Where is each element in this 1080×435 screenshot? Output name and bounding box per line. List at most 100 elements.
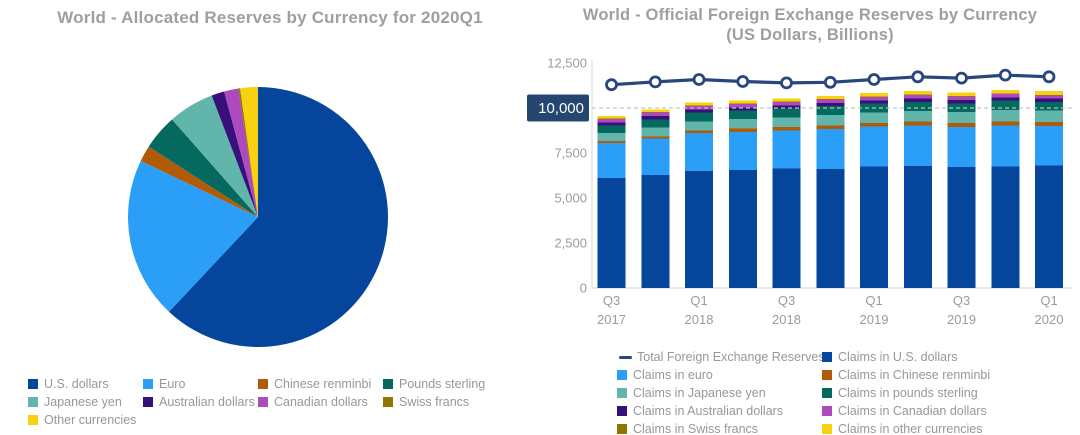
bar-segment-claims-in-u-s-dollars[interactable] (947, 166, 976, 288)
bar-segment-claims-in-euro[interactable] (947, 127, 976, 167)
bar-segment-claims-in-australian-dollars[interactable] (728, 107, 757, 111)
bar-segment-claims-in-canadian-dollars[interactable] (772, 101, 801, 106)
bar-segment-claims-in-japanese-yen[interactable] (1035, 110, 1063, 123)
total-reserves-marker-2020-q1[interactable] (1042, 70, 1056, 84)
bar-segment-claims-in-australian-dollars[interactable] (947, 99, 976, 104)
bar-segment-claims-in-japanese-yen[interactable] (991, 109, 1020, 122)
bar-segment-claims-in-euro[interactable] (816, 128, 845, 169)
legend-item-claims-in-swiss-francs[interactable]: Claims in Swiss francs (617, 422, 822, 435)
bar-segment-claims-in-canadian-dollars[interactable] (991, 93, 1020, 98)
bar-segment-claims-in-u-s-dollars[interactable] (641, 174, 670, 288)
pie-slice-chinese-renminbi[interactable] (140, 146, 258, 217)
bar-segment-claims-in-chinese-renminbi[interactable] (860, 122, 888, 127)
legend-item-canadian-dollars[interactable]: Canadian dollars (258, 395, 383, 409)
bar-segment-claims-in-euro[interactable] (597, 142, 626, 178)
bar-segment-claims-in-other-currencies[interactable] (1035, 91, 1063, 95)
legend-item-euro[interactable]: Euro (143, 377, 258, 391)
bar-segment-claims-in-pounds-sterling[interactable] (728, 110, 757, 119)
total-reserves-marker-2018-q1[interactable] (692, 73, 706, 86)
bar-segment-claims-in-pounds-sterling[interactable] (641, 119, 670, 128)
bar-segment-claims-in-australian-dollars[interactable] (597, 122, 626, 126)
bar-segment-claims-in-chinese-renminbi[interactable] (772, 126, 801, 131)
bar-segment-claims-in-other-currencies[interactable] (641, 109, 670, 113)
bar-segment-claims-in-canadian-dollars[interactable] (597, 118, 626, 123)
bar-segment-claims-in-other-currencies[interactable] (947, 92, 976, 97)
bar-segment-claims-in-japanese-yen[interactable] (860, 112, 888, 123)
bar-segment-claims-in-pounds-sterling[interactable] (947, 103, 976, 113)
legend-item-claims-in-pounds-sterling[interactable]: Claims in pounds sterling (822, 386, 990, 400)
bar-segment-claims-in-pounds-sterling[interactable] (685, 112, 713, 122)
pie-slice-pounds-sterling[interactable] (148, 119, 258, 217)
bar-segment-claims-in-chinese-renminbi[interactable] (903, 121, 932, 126)
bar-segment-claims-in-other-currencies[interactable] (860, 93, 888, 97)
total-reserves-marker-2019-q3[interactable] (955, 71, 968, 85)
bar-segment-claims-in-canadian-dollars[interactable] (728, 103, 757, 108)
bar-segment-claims-in-australian-dollars[interactable] (991, 97, 1020, 101)
legend-item-chinese-renminbi[interactable]: Chinese renminbi (258, 377, 383, 391)
pie-slice-australian-dollars[interactable] (211, 91, 258, 218)
legend-item-claims-in-euro[interactable]: Claims in euro (617, 368, 822, 382)
total-reserves-marker-2019-q2[interactable] (911, 70, 925, 84)
pie-slice-canadian-dollars[interactable] (224, 88, 258, 217)
bar-segment-claims-in-other-currencies[interactable] (816, 95, 845, 100)
total-reserves-marker-2019-q1[interactable] (867, 73, 881, 86)
legend-item-claims-in-other-currencies[interactable]: Claims in other currencies (822, 422, 990, 435)
bar-segment-claims-in-canadian-dollars[interactable] (860, 96, 888, 101)
legend-item-claims-in-chinese-renminbi[interactable]: Claims in Chinese renminbi (822, 368, 990, 382)
bar-segment-claims-in-other-currencies[interactable] (728, 100, 757, 104)
bar-segment-claims-in-canadian-dollars[interactable] (641, 112, 670, 117)
bar-segment-claims-in-canadian-dollars[interactable] (947, 96, 976, 100)
bar-segment-claims-in-japanese-yen[interactable] (903, 110, 932, 122)
bar-segment-claims-in-japanese-yen[interactable] (947, 112, 976, 124)
bar-segment-claims-in-euro[interactable] (641, 138, 670, 175)
total-reserves-marker-2019-q4[interactable] (998, 68, 1012, 82)
legend-item-japanese-yen[interactable]: Japanese yen (28, 395, 143, 409)
bar-segment-claims-in-euro[interactable] (991, 125, 1020, 167)
legend-item-claims-in-u-s-dollars[interactable]: Claims in U.S. dollars (822, 350, 990, 364)
bar-segment-claims-in-other-currencies[interactable] (597, 115, 626, 119)
legend-item-u-s-dollars[interactable]: U.S. dollars (28, 377, 143, 391)
bar-segment-claims-in-chinese-renminbi[interactable] (685, 130, 713, 133)
bar-segment-claims-in-euro[interactable] (685, 132, 713, 172)
bar-segment-claims-in-u-s-dollars[interactable] (728, 170, 757, 288)
legend-item-australian-dollars[interactable]: Australian dollars (143, 395, 258, 409)
total-reserves-marker-2017-q4[interactable] (648, 75, 662, 89)
bar-segment-claims-in-canadian-dollars[interactable] (816, 99, 845, 103)
bar-segment-claims-in-u-s-dollars[interactable] (772, 168, 801, 288)
bar-segment-claims-in-australian-dollars[interactable] (772, 105, 801, 109)
bar-segment-claims-in-other-currencies[interactable] (685, 102, 713, 106)
bar-segment-claims-in-euro[interactable] (860, 126, 888, 167)
legend-item-claims-in-canadian-dollars[interactable]: Claims in Canadian dollars (822, 404, 990, 418)
bar-segment-claims-in-pounds-sterling[interactable] (991, 100, 1020, 110)
bar-segment-claims-in-u-s-dollars[interactable] (685, 171, 713, 288)
legend-item-other-currencies[interactable]: Other currencies (28, 413, 143, 427)
pie-slice-other-currencies[interactable] (240, 87, 258, 217)
pie-slice-japanese-yen[interactable] (172, 95, 258, 217)
legend-item-claims-in-australian-dollars[interactable]: Claims in Australian dollars (617, 404, 822, 418)
bar-segment-claims-in-australian-dollars[interactable] (816, 102, 845, 107)
bar-segment-claims-in-pounds-sterling[interactable] (903, 101, 932, 111)
bar-segment-claims-in-chinese-renminbi[interactable] (641, 136, 670, 139)
bar-segment-claims-in-canadian-dollars[interactable] (903, 94, 932, 99)
bar-segment-claims-in-australian-dollars[interactable] (641, 116, 670, 120)
bar-segment-claims-in-euro[interactable] (728, 131, 757, 171)
bar-segment-claims-in-japanese-yen[interactable] (685, 121, 713, 131)
bar-segment-claims-in-other-currencies[interactable] (991, 89, 1020, 94)
bar-segment-claims-in-pounds-sterling[interactable] (816, 106, 845, 116)
bar-segment-claims-in-japanese-yen[interactable] (816, 115, 845, 126)
bar-segment-claims-in-u-s-dollars[interactable] (991, 166, 1020, 288)
legend-item-claims-in-japanese-yen[interactable]: Claims in Japanese yen (617, 386, 822, 400)
bar-segment-claims-in-australian-dollars[interactable] (903, 98, 932, 102)
bar-segment-claims-in-japanese-yen[interactable] (597, 133, 626, 141)
bar-segment-claims-in-chinese-renminbi[interactable] (597, 140, 626, 143)
bar-segment-claims-in-euro[interactable] (1035, 126, 1063, 166)
total-reserves-marker-2018-q3[interactable] (780, 76, 793, 90)
bar-segment-claims-in-chinese-renminbi[interactable] (1035, 122, 1063, 127)
bar-segment-claims-in-u-s-dollars[interactable] (860, 166, 888, 288)
pie-slice-u-s-dollars[interactable] (169, 87, 388, 347)
bar-segment-claims-in-pounds-sterling[interactable] (597, 125, 626, 134)
total-reserves-marker-2018-q4[interactable] (823, 75, 837, 89)
bar-segment-claims-in-japanese-yen[interactable] (772, 117, 801, 127)
bar-segment-claims-in-euro[interactable] (772, 130, 801, 169)
bar-segment-claims-in-australian-dollars[interactable] (685, 109, 713, 113)
